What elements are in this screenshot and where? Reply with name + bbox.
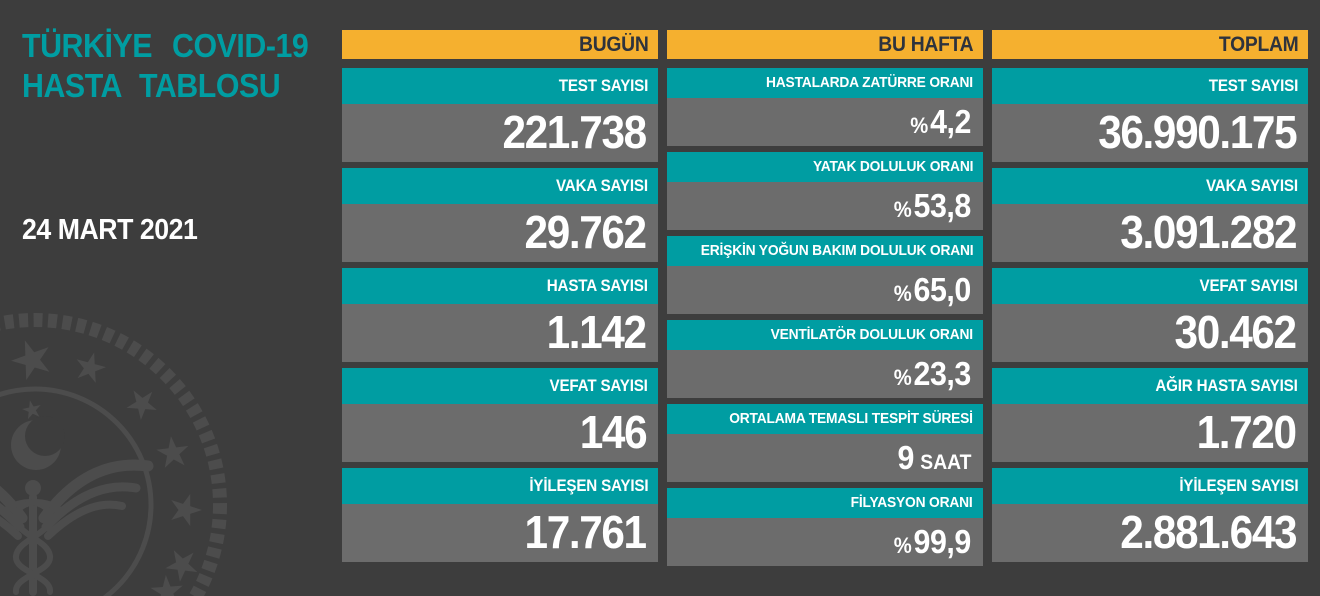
- stat-value: 36.990.175: [992, 104, 1308, 162]
- stat-card-hasta-sayisi-bugun: HASTA SAYISI 1.142: [342, 268, 658, 362]
- percent-prefix: %: [893, 281, 912, 306]
- stat-label: FİLYASYON ORANI: [667, 488, 983, 518]
- stat-label: İYİLEŞEN SAYISI: [992, 468, 1308, 504]
- stat-value: %65,0: [667, 266, 983, 314]
- stat-card-ventilator-doluluk: VENTİLATÖR DOLULUK ORANI %23,3: [667, 320, 983, 398]
- stat-value: %4,2: [667, 98, 983, 146]
- report-date: 24 MART 2021: [22, 214, 198, 246]
- stat-value: 1.142: [342, 304, 658, 362]
- column-bugun: BUGÜN TEST SAYISI 221.738 VAKA SAYISI 29…: [342, 30, 658, 568]
- unit-suffix: SAAT: [919, 451, 971, 474]
- stat-value: 221.738: [342, 104, 658, 162]
- stat-card-vefat-sayisi-bugun: VEFAT SAYISI 146: [342, 368, 658, 462]
- column-header-toplam: TOPLAM: [992, 30, 1308, 59]
- stat-label: TEST SAYISI: [992, 68, 1308, 104]
- percent-prefix: %: [893, 533, 912, 558]
- stat-label: VAKA SAYISI: [342, 168, 658, 204]
- stat-value: 146: [342, 404, 658, 462]
- stat-card-filyasyon-orani: FİLYASYON ORANI %99,9: [667, 488, 983, 566]
- stat-card-vaka-sayisi-toplam: VAKA SAYISI 3.091.282: [992, 168, 1308, 262]
- dashboard-title: TÜRKİYE COVID-19 HASTA TABLOSU: [22, 26, 342, 106]
- stat-value: 30.462: [992, 304, 1308, 362]
- percent-prefix: %: [893, 197, 912, 222]
- stat-value: 2.881.643: [992, 504, 1308, 562]
- stat-value: 29.762: [342, 204, 658, 262]
- title-line: TABLOSU: [139, 67, 281, 104]
- stat-card-vefat-sayisi-toplam: VEFAT SAYISI 30.462: [992, 268, 1308, 362]
- stat-card-temasli-tespit-suresi: ORTALAMA TEMASLI TESPİT SÜRESİ 9 SAAT: [667, 404, 983, 482]
- title-line: TÜRKİYE: [22, 27, 153, 64]
- stat-label: YATAK DOLULUK ORANI: [667, 152, 983, 182]
- title-line: COVID-19: [172, 27, 309, 64]
- stat-card-iyilesen-sayisi-toplam: İYİLEŞEN SAYISI 2.881.643: [992, 468, 1308, 562]
- stat-card-agir-hasta-sayisi: AĞIR HASTA SAYISI 1.720: [992, 368, 1308, 462]
- column-toplam: TOPLAM TEST SAYISI 36.990.175 VAKA SAYIS…: [992, 30, 1308, 568]
- stat-label: VEFAT SAYISI: [992, 268, 1308, 304]
- stat-card-yatak-doluluk: YATAK DOLULUK ORANI %53,8: [667, 152, 983, 230]
- stat-value: 17.761: [342, 504, 658, 562]
- stat-label: VEFAT SAYISI: [342, 368, 658, 404]
- stat-value: 9 SAAT: [667, 434, 983, 482]
- column-header-bugun: BUGÜN: [342, 30, 658, 59]
- stat-label: HASTA SAYISI: [342, 268, 658, 304]
- stat-card-yogun-bakim-doluluk: ERİŞKİN YOĞUN BAKIM DOLULUK ORANI %65,0: [667, 236, 983, 314]
- percent-prefix: %: [910, 113, 929, 138]
- stat-card-test-sayisi-bugun: TEST SAYISI 221.738: [342, 68, 658, 162]
- stat-label: ORTALAMA TEMASLI TESPİT SÜRESİ: [667, 404, 983, 434]
- stat-value: %99,9: [667, 518, 983, 566]
- title-line: HASTA: [22, 67, 123, 104]
- stat-label: ERİŞKİN YOĞUN BAKIM DOLULUK ORANI: [667, 236, 983, 266]
- stat-card-vaka-sayisi-bugun: VAKA SAYISI 29.762: [342, 168, 658, 262]
- sidebar: TÜRKİYE COVID-19 HASTA TABLOSU 24 MART 2…: [0, 0, 342, 596]
- stat-label: VENTİLATÖR DOLULUK ORANI: [667, 320, 983, 350]
- column-header-bu-hafta: BU HAFTA: [667, 30, 983, 59]
- stat-value: %53,8: [667, 182, 983, 230]
- stat-label: AĞIR HASTA SAYISI: [992, 368, 1308, 404]
- stat-label: TEST SAYISI: [342, 68, 658, 104]
- stat-card-iyilesen-sayisi-bugun: İYİLEŞEN SAYISI 17.761: [342, 468, 658, 562]
- stat-card-test-sayisi-toplam: TEST SAYISI 36.990.175: [992, 68, 1308, 162]
- stat-label: VAKA SAYISI: [992, 168, 1308, 204]
- stat-value: 3.091.282: [992, 204, 1308, 262]
- percent-prefix: %: [893, 365, 912, 390]
- stat-card-zaturre-orani: HASTALARDA ZATÜRRE ORANI %4,2: [667, 68, 983, 146]
- stat-label: HASTALARDA ZATÜRRE ORANI: [667, 68, 983, 98]
- stat-value: %23,3: [667, 350, 983, 398]
- stat-label: İYİLEŞEN SAYISI: [342, 468, 658, 504]
- stat-value: 1.720: [992, 404, 1308, 462]
- column-bu-hafta: BU HAFTA HASTALARDA ZATÜRRE ORANI %4,2 Y…: [667, 30, 983, 572]
